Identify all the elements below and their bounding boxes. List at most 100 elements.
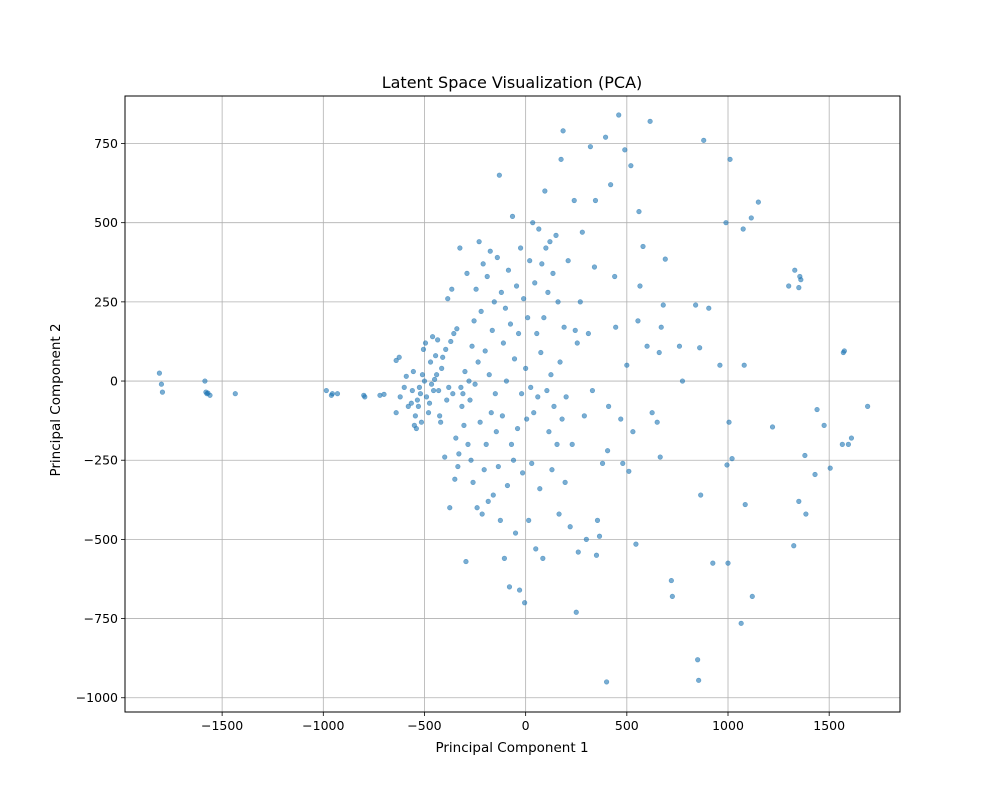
scatter-point [596,533,603,539]
x-tick-label: −1500 [201,718,243,733]
chart-title: Latent Space Visualization (PCA) [382,73,643,92]
scatter-point [408,400,414,406]
scatter-point [557,359,563,365]
scatter-point [393,357,399,364]
scatter-point [602,134,609,140]
scatter-point [485,498,491,504]
scatter-point [232,391,238,397]
scatter-point [565,258,571,264]
scatter-point [519,391,525,397]
scatter-point [416,384,423,390]
scatter-point [637,283,643,289]
scatter-point [633,541,639,547]
y-tick-label: 0 [110,374,118,389]
scatter-point [550,270,556,276]
scatter-point [507,321,514,327]
scatter-point [717,362,723,368]
scatter-point [693,302,699,308]
scatter-point [521,296,527,302]
scatter-point [445,296,451,302]
scatter-point [412,413,418,419]
scatter-point [769,424,776,430]
scatter-point [742,501,748,508]
scatter-point [679,378,686,384]
scatter-point [541,315,547,321]
scatter-point [726,419,732,425]
scatter-point [558,156,564,162]
plot-area-frame [124,95,901,713]
x-tick-label: 1000 [712,718,744,733]
scatter-point [481,467,487,473]
scatter-point [814,406,820,413]
scatter-point [471,318,477,324]
scatter-point [543,245,549,251]
scatter-point [472,381,478,387]
scatter-point [515,330,522,337]
scatter-point [559,416,565,422]
scatter-point [456,451,462,457]
scatter-point [569,441,575,447]
y-tick-label: −750 [84,611,118,626]
scatter-point [531,410,537,416]
scatter-point [468,457,474,463]
scatter-point [464,270,470,276]
scatter-point [527,258,533,264]
y-axis-label: Principal Component 2 [48,323,64,476]
scatter-point [466,378,472,384]
scatter-point [513,283,520,289]
scatter-point [410,368,416,375]
scatter-point [725,560,731,566]
scatter-point [474,505,480,511]
scatter-point [490,492,496,498]
scatter-point [499,413,505,419]
scatter-point [821,422,827,428]
scatter-point [422,340,429,346]
scatter-point [452,476,458,482]
scatter-point [419,372,426,378]
x-tick-label: −500 [407,718,441,733]
scatter-point [417,391,424,397]
scatter-point [421,378,428,384]
scatter-point [479,511,485,517]
scatter-point [848,435,855,441]
y-axis-ticks: −1000 −750 −500 −250 0 250 500 750 [76,136,125,705]
scatter-point [450,391,456,397]
scatter-point [510,457,517,463]
scatter-point [796,285,802,291]
scatter-point [425,410,432,416]
scatter-point [434,372,440,378]
scatter-point [538,349,544,356]
scatter-point [723,220,729,226]
scatter-point [613,324,619,330]
scatter-point [549,467,555,473]
scatter-point [798,277,804,283]
scatter-point [802,452,808,459]
scatter-point [749,593,755,600]
scatter-point [381,391,387,397]
y-tick-label: 250 [94,294,118,309]
scatter-point [433,353,439,359]
scatter-point [616,112,622,118]
scatter-point [477,419,483,425]
scatter-point [509,213,516,219]
scatter-point [656,349,662,356]
x-tick-label: 0 [522,718,530,733]
scatter-point [706,305,712,311]
scatter-point [729,456,735,462]
scatter-point [516,587,523,593]
scatter-point [436,387,442,394]
scatter-point [415,403,422,409]
scatter-point [467,397,473,403]
scatter-point [362,394,368,400]
scatter-point [470,479,476,485]
scatter-point [405,403,411,409]
scatter-point [461,422,467,428]
y-tick-label: −500 [84,532,118,547]
scatter-point [697,345,703,351]
scatter-point [738,620,744,626]
scatter-point [159,389,166,395]
scatter-point [453,435,459,441]
scatter-point [455,463,461,470]
scatter-point [555,299,561,305]
y-tick-label: 500 [94,215,118,230]
